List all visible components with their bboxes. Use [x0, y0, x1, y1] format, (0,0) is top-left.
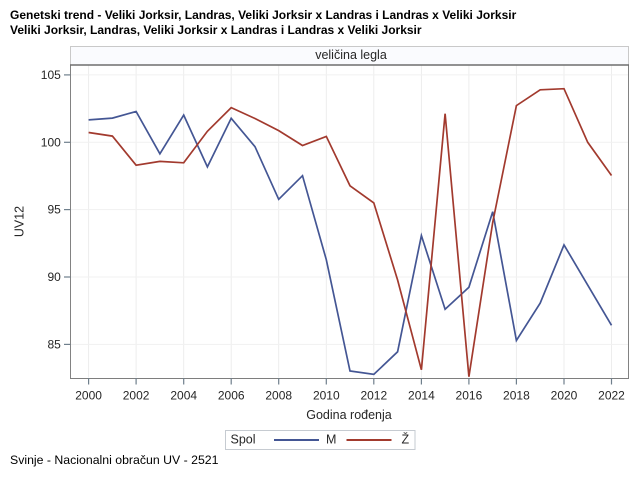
- svg-text:2010: 2010: [313, 389, 340, 403]
- svg-text:2018: 2018: [503, 389, 530, 403]
- svg-text:2020: 2020: [551, 389, 578, 403]
- svg-text:2004: 2004: [170, 389, 197, 403]
- svg-text:2016: 2016: [456, 389, 483, 403]
- svg-text:2014: 2014: [408, 389, 435, 403]
- svg-text:2022: 2022: [598, 389, 625, 403]
- svg-text:UV12: UV12: [13, 206, 27, 237]
- svg-text:2008: 2008: [265, 389, 292, 403]
- svg-text:veličina legla: veličina legla: [315, 48, 387, 62]
- svg-text:Godina rođenja: Godina rođenja: [306, 408, 392, 422]
- svg-text:Veliki Jorksir, Landras, Velik: Veliki Jorksir, Landras, Veliki Jorksir …: [10, 23, 422, 37]
- svg-text:85: 85: [47, 337, 61, 351]
- svg-text:90: 90: [47, 270, 61, 284]
- svg-text:M: M: [326, 432, 336, 446]
- svg-text:2006: 2006: [218, 389, 245, 403]
- svg-text:2002: 2002: [123, 389, 150, 403]
- svg-text:Spol: Spol: [231, 432, 256, 446]
- svg-text:2000: 2000: [75, 389, 102, 403]
- svg-text:Ž: Ž: [402, 431, 410, 446]
- svg-text:95: 95: [47, 203, 61, 217]
- svg-text:105: 105: [41, 68, 61, 82]
- svg-text:2012: 2012: [360, 389, 387, 403]
- svg-text:100: 100: [41, 135, 61, 149]
- svg-text:Genetski trend - Veliki Jorksi: Genetski trend - Veliki Jorksir, Landras…: [10, 8, 517, 22]
- svg-text:Svinje - Nacionalni obračun UV: Svinje - Nacionalni obračun UV - 2521: [10, 453, 219, 467]
